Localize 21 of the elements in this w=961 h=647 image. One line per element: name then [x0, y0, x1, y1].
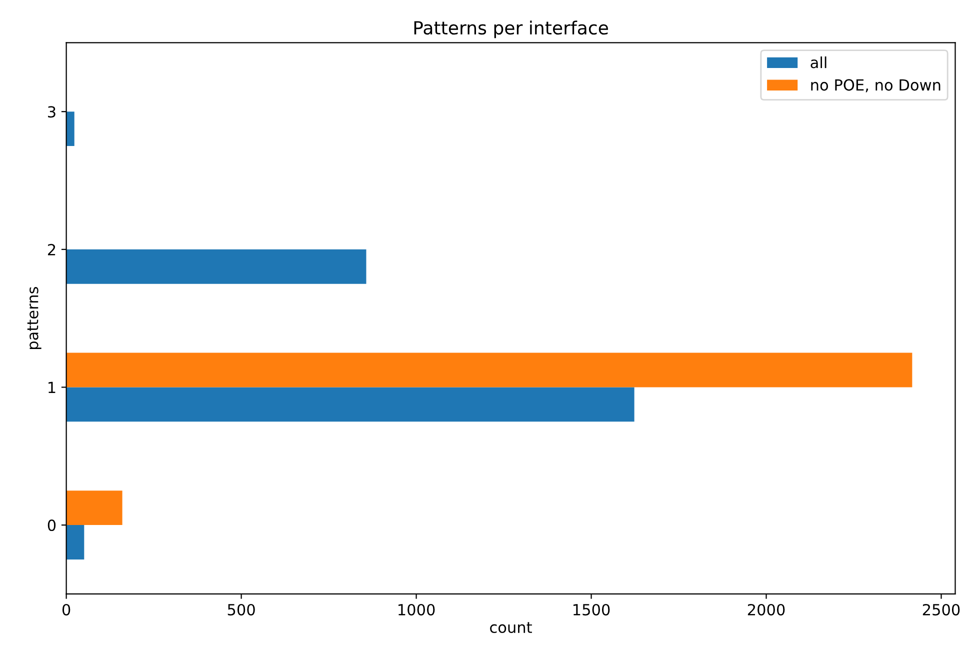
y-tick-label: 1: [48, 382, 56, 394]
bar: [66, 387, 634, 422]
x-tick-label: 1500: [574, 604, 610, 616]
chart-title: Patterns per interface: [414, 20, 608, 38]
bar: [66, 112, 74, 146]
y-tick-label: 0: [48, 520, 56, 532]
x-tick-label: 0: [62, 604, 70, 616]
y-tick-label: 3: [48, 106, 56, 118]
legend-label: no POE, no Down: [811, 79, 940, 92]
x-tick-label: 500: [228, 604, 255, 616]
bar: [66, 525, 84, 560]
x-tick-label: 2000: [748, 604, 785, 616]
y-axis-title: patterns: [27, 287, 42, 349]
x-axis-title: count: [490, 622, 532, 634]
bar: [66, 352, 912, 388]
x-tick-label: 1000: [398, 604, 435, 616]
bar: [66, 249, 366, 284]
y-tick-label: 2: [48, 244, 56, 256]
bar: [66, 490, 122, 526]
x-tick-label: 2500: [922, 604, 960, 616]
legend-label: all: [810, 56, 826, 68]
